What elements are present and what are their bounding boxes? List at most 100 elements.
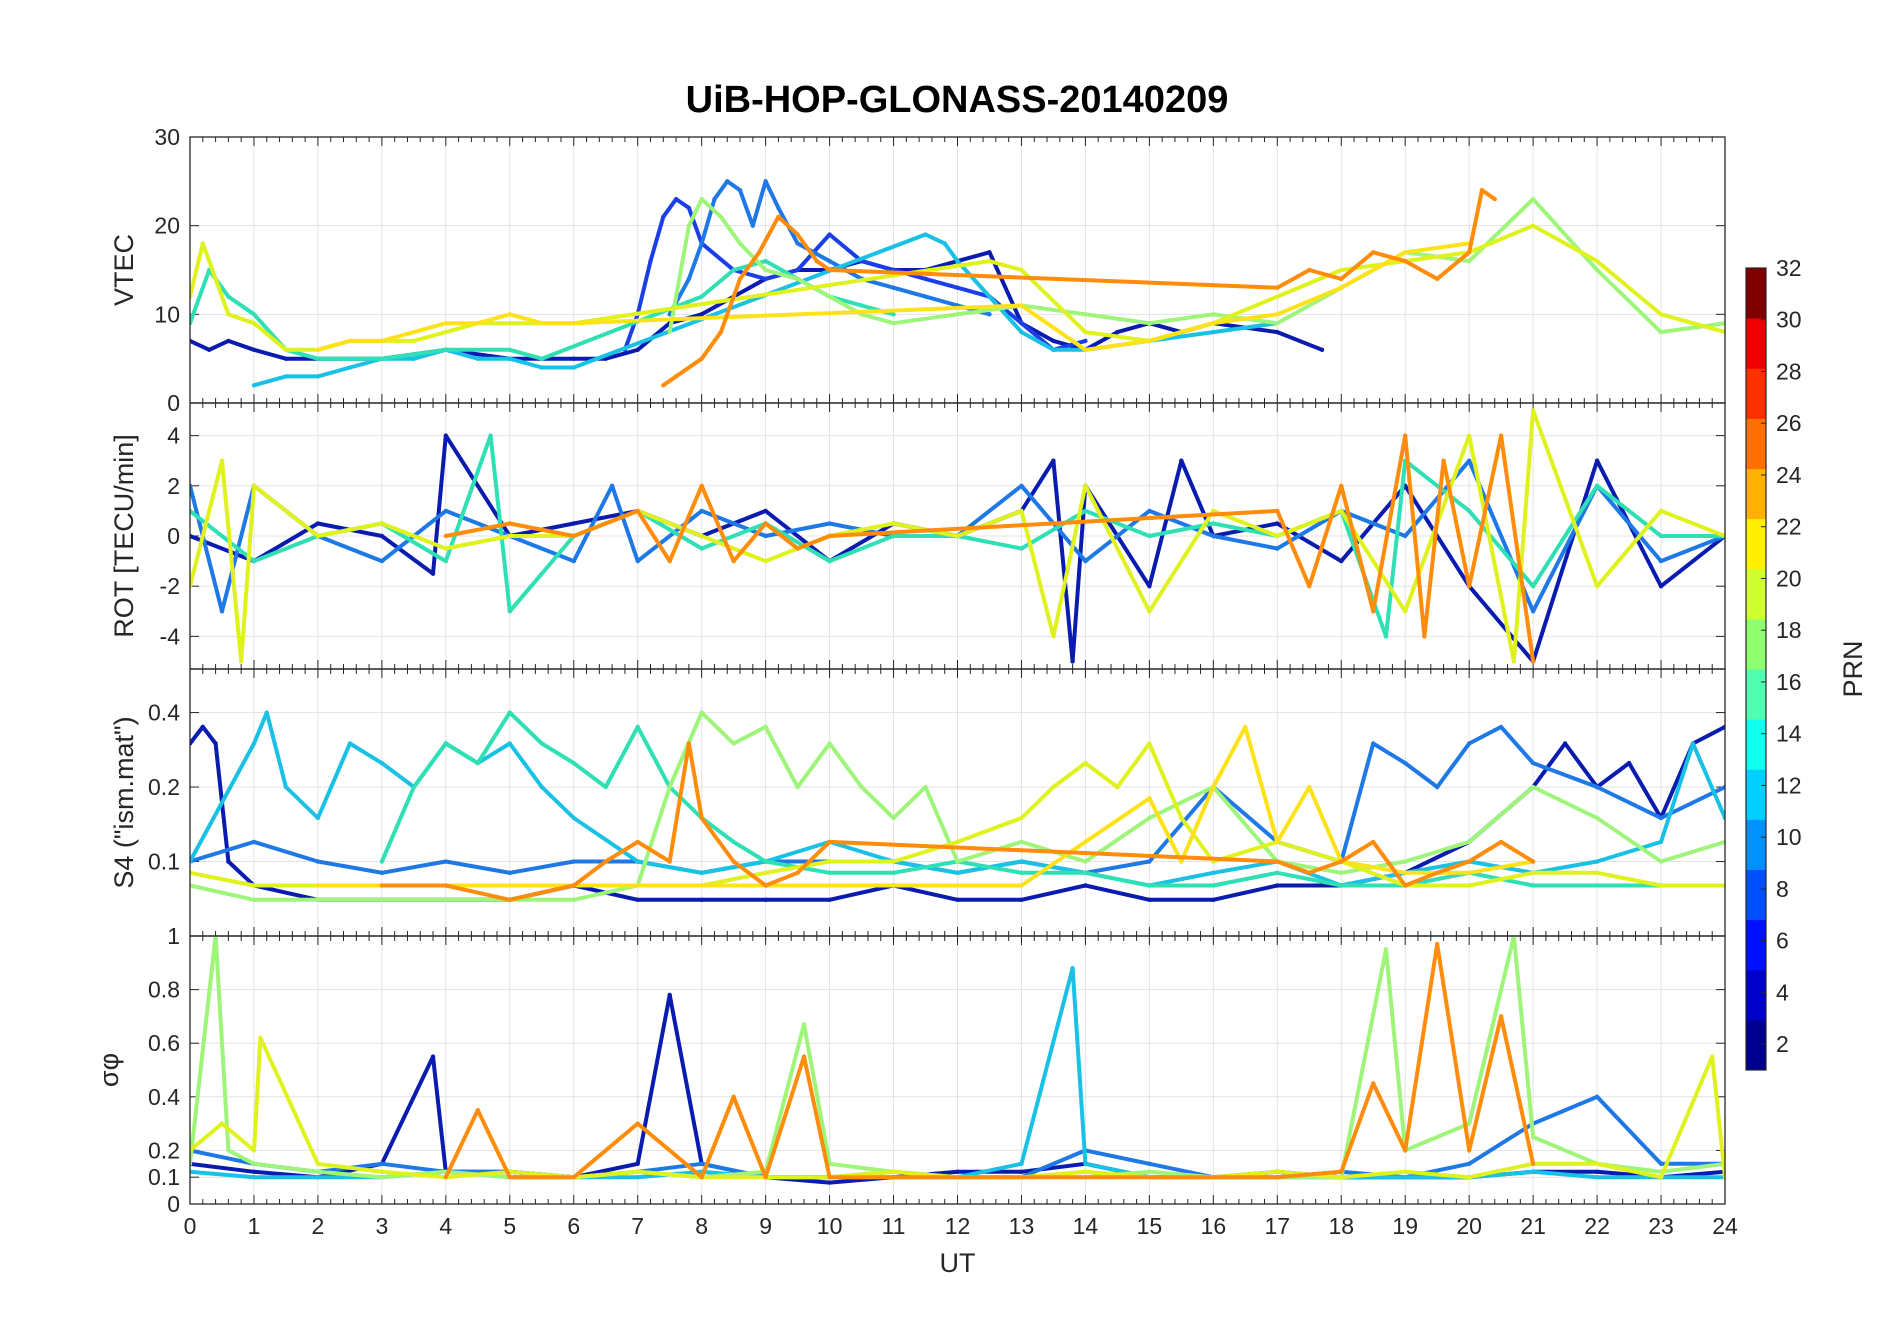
x-tick-label: 1 (248, 1213, 261, 1239)
colorbar-segment (1746, 268, 1766, 319)
data-point-prn-14 (763, 258, 768, 264)
data-point-prn-24 (1403, 1148, 1408, 1153)
data-point-prn-24 (667, 859, 672, 864)
data-point-prn-8 (1434, 784, 1440, 790)
data-point-prn-11 (1658, 839, 1664, 845)
colorbar-segment (1746, 418, 1766, 469)
data-point-prn-19 (251, 1148, 257, 1153)
data-point-prn-2 (1319, 347, 1325, 352)
x-tick-label: 21 (1520, 1213, 1546, 1239)
data-point-prn-11 (315, 374, 321, 379)
colorbar-tick-label: 22 (1776, 514, 1802, 540)
data-point-prn-11 (1594, 859, 1600, 864)
data-point-prn-17 (1658, 859, 1664, 864)
data-point-prn-24 (763, 521, 768, 526)
data-point-prn-11 (635, 859, 640, 864)
data-point-prn-17 (251, 897, 257, 903)
data-point-prn-17 (1147, 321, 1152, 326)
x-tick-label: 23 (1648, 1213, 1674, 1239)
data-point-prn-8 (1530, 609, 1536, 614)
data-point-prn-8 (725, 179, 730, 184)
data-point-prn-19 (1658, 1175, 1664, 1180)
colorbar-frame (1745, 267, 1767, 1071)
data-point-prn-24 (1275, 859, 1280, 864)
data-point-prn-11 (507, 741, 512, 746)
data-point-prn-24 (1339, 1169, 1344, 1175)
y-tick-label: 0 (167, 390, 180, 416)
data-point-prn-19 (200, 241, 205, 246)
data-point-prn-19 (1275, 1169, 1280, 1175)
data-point-prn-24 (827, 839, 832, 845)
data-point-prn-2 (379, 533, 385, 539)
data-point-prn-11 (1403, 1175, 1408, 1180)
data-point-prn-24 (1403, 433, 1408, 438)
x-tick-label: 10 (817, 1213, 843, 1239)
data-point-prn-8 (712, 196, 717, 202)
data-point-prn-17 (1466, 839, 1472, 845)
x-tick-label: 4 (439, 1213, 452, 1239)
colorbar-segment (1746, 318, 1766, 369)
data-point-prn-19 (315, 1161, 321, 1167)
data-point-prn-17 (379, 1175, 385, 1180)
data-point-prn-17 (1275, 321, 1280, 326)
data-point-prn-14 (1083, 870, 1088, 876)
data-point-prn-14 (315, 356, 321, 361)
data-point-prn-24 (1371, 609, 1376, 614)
data-point-prn-14 (507, 710, 512, 715)
data-point-prn-8 (699, 508, 704, 514)
colorbar-segment (1746, 819, 1766, 870)
x-tick-label: 0 (184, 1213, 197, 1239)
data-point-prn-19 (1594, 583, 1600, 589)
data-point-prn-8 (1147, 1161, 1152, 1167)
data-point-prn-8 (1466, 458, 1472, 463)
colorbar-tick-label: 2 (1776, 1031, 1789, 1057)
data-point-prn-8 (1147, 859, 1152, 864)
data-point-prn-14 (571, 760, 576, 766)
data-point-prn-19 (219, 1121, 225, 1126)
x-tick-label: 11 (882, 1213, 906, 1239)
data-point-prn-5 (955, 285, 960, 290)
data-point-prn-14 (1019, 870, 1024, 876)
panel-vtec: 0 10 20 30 VTEC (109, 124, 1726, 416)
colorbar-tick-label: 20 (1776, 565, 1802, 591)
data-point-prn-17 (1147, 815, 1152, 821)
data-point-prn-24 (379, 883, 385, 888)
data-point-prn-11 (264, 710, 269, 715)
data-point-prn-24 (1371, 1081, 1376, 1086)
data-point-prn-2 (635, 897, 640, 903)
data-point-prn-24 (1371, 250, 1376, 255)
data-point-prn-5 (795, 267, 800, 273)
data-point-prn-24 (1441, 458, 1446, 463)
data-point-prn-19 (379, 521, 385, 526)
data-point-prn-14 (539, 356, 544, 361)
data-point-prn-2 (1562, 741, 1568, 746)
data-point-prn-21 (1179, 859, 1184, 864)
data-point-prn-11 (283, 784, 289, 790)
data-point-prn-24 (603, 859, 608, 864)
data-point-prn-11 (1530, 1169, 1536, 1175)
data-point-prn-8 (1466, 741, 1472, 746)
x-tick-label: 15 (1137, 1213, 1163, 1239)
data-point-prn-11 (635, 1175, 640, 1180)
data-point-prn-19 (891, 859, 896, 864)
data-point-prn-2 (827, 1180, 832, 1185)
data-point-prn-19 (1051, 634, 1056, 639)
data-point-prn-14 (379, 859, 385, 864)
data-point-prn-14 (891, 870, 896, 876)
data-point-prn-19 (1594, 258, 1600, 264)
data-point-prn-2 (635, 347, 640, 352)
data-point-prn-5 (673, 196, 679, 202)
data-point-prn-11 (379, 760, 385, 766)
data-point-prn-8 (987, 312, 992, 317)
data-point-prn-14 (763, 859, 768, 864)
data-point-prn-19 (763, 558, 768, 564)
data-point-prn-8 (699, 241, 704, 246)
data-point-prn-24 (1307, 870, 1312, 876)
data-point-prn-2 (763, 897, 768, 903)
colorbar-label: PRN (1838, 640, 1868, 697)
data-point-prn-17 (891, 815, 896, 821)
data-point-prn-11 (987, 294, 992, 299)
y-tick-label: 0 (167, 523, 180, 549)
data-point-prn-17 (571, 897, 576, 903)
